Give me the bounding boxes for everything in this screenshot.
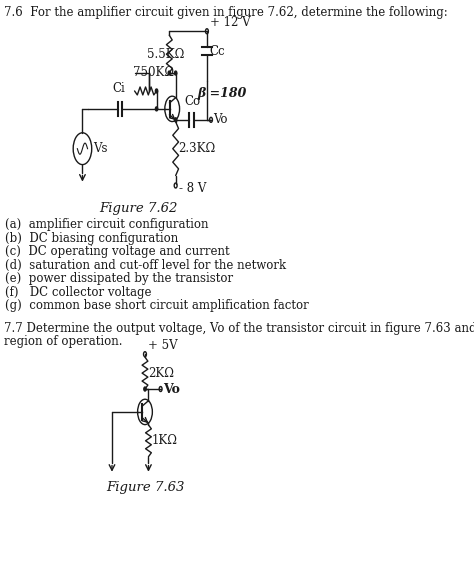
Text: Vo: Vo [213, 113, 228, 126]
Text: 750KΩ: 750KΩ [133, 66, 174, 79]
Text: + 12 V: + 12 V [210, 16, 250, 29]
Text: (d)  saturation and cut-off level for the network: (d) saturation and cut-off level for the… [5, 258, 286, 272]
Text: Cc: Cc [210, 45, 226, 58]
Text: (e)  power dissipated by the transistor: (e) power dissipated by the transistor [5, 272, 233, 285]
Text: 5.5KΩ: 5.5KΩ [147, 48, 185, 61]
Circle shape [174, 118, 177, 122]
Text: Co: Co [184, 95, 201, 108]
Circle shape [174, 71, 177, 75]
Circle shape [155, 89, 158, 93]
Text: + 5V: + 5V [148, 339, 177, 352]
Text: Figure 7.63: Figure 7.63 [106, 481, 184, 494]
Text: 2KΩ: 2KΩ [148, 367, 174, 379]
Text: 7.6  For the amplifier circuit given in figure 7.62, determine the following:: 7.6 For the amplifier circuit given in f… [4, 6, 448, 19]
Text: region of operation.: region of operation. [4, 335, 123, 348]
Text: (b)  DC biasing configuration: (b) DC biasing configuration [5, 232, 178, 245]
Text: 7.7 Determine the output voltage, Vo of the transistor circuit in figure 7.63 an: 7.7 Determine the output voltage, Vo of … [4, 322, 474, 335]
Text: Vs: Vs [93, 142, 108, 155]
Circle shape [168, 71, 171, 75]
Text: Ci: Ci [112, 82, 125, 95]
Text: β =180: β =180 [197, 87, 246, 101]
Text: (a)  amplifier circuit configuration: (a) amplifier circuit configuration [5, 218, 209, 232]
Text: - 8 V: - 8 V [179, 182, 206, 195]
Text: Figure 7.62: Figure 7.62 [100, 203, 178, 215]
Text: (c)  DC operating voltage and current: (c) DC operating voltage and current [5, 245, 229, 258]
Text: 1KΩ: 1KΩ [152, 434, 178, 448]
Text: Vo: Vo [163, 382, 180, 396]
Circle shape [155, 107, 158, 111]
Text: (g)  common base short circuit amplification factor: (g) common base short circuit amplificat… [5, 299, 309, 312]
Text: 2.3KΩ: 2.3KΩ [179, 142, 216, 155]
Text: (f)   DC collector voltage: (f) DC collector voltage [5, 286, 151, 299]
Circle shape [144, 387, 146, 391]
